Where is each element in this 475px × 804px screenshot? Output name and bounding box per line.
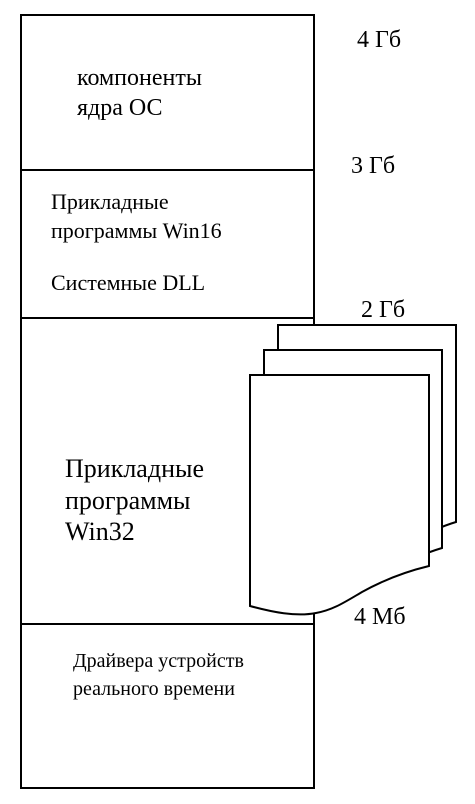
address-label-2gb: 2 Гб xyxy=(361,297,406,323)
system-dll-label: Системные DLL xyxy=(51,270,206,295)
os-kernel-label-line2: ядра ОС xyxy=(77,95,163,121)
drivers-label-line2: реального времени xyxy=(73,678,235,700)
win16-label-line1: Прикладные xyxy=(51,189,169,214)
os-kernel-label-line1: компоненты xyxy=(77,65,202,91)
process-page-front xyxy=(249,374,430,616)
divider-3gb xyxy=(22,169,313,171)
address-label-4mb: 4 Мб xyxy=(354,604,406,630)
address-label-4gb: 4 Гб xyxy=(357,27,402,53)
address-label-3gb: 3 Гб xyxy=(351,153,396,179)
divider-4mb xyxy=(22,623,313,625)
win32-label-line1: Прикладные xyxy=(65,454,204,483)
win16-label-line2: программы Win16 xyxy=(51,218,222,243)
drivers-label-line1: Драйвера устройств xyxy=(73,650,244,672)
win32-label-line3: Win32 xyxy=(65,517,135,546)
win32-label-line2: программы xyxy=(65,486,191,515)
divider-2gb xyxy=(22,317,313,319)
